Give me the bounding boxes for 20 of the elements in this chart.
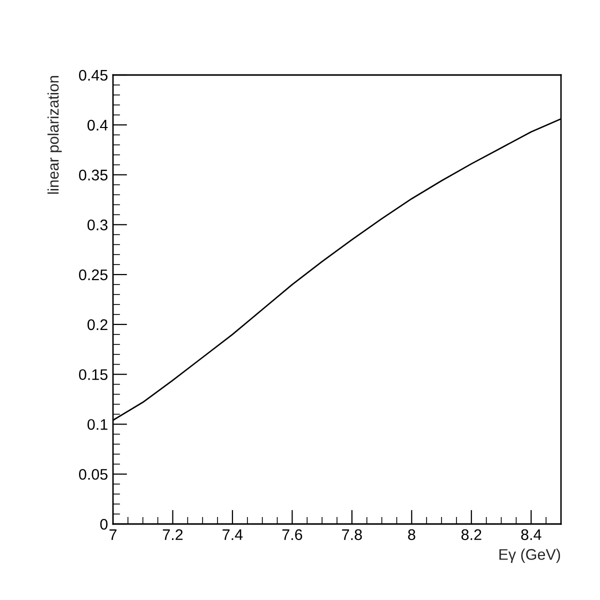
y-tick-label: 0.4 — [88, 120, 108, 131]
x-tick-label: 8.4 — [521, 529, 542, 540]
x-tick-label: 7.4 — [222, 529, 243, 540]
y-tick-label: 0.35 — [79, 170, 108, 180]
y-tick-label: 0.3 — [88, 220, 108, 230]
x-axis-title: Eγ (GeV) — [499, 548, 560, 563]
y-tick-label: 0 — [100, 518, 108, 530]
y-tick-label: 0.15 — [79, 369, 108, 380]
y-axis-title: linear polarization — [48, 76, 62, 194]
y-tick-label: 0.2 — [88, 319, 108, 330]
x-tick-label: 8 — [408, 529, 416, 540]
x-tick-label: 7.8 — [342, 529, 362, 540]
y-tick-label: 0.05 — [79, 468, 108, 480]
x-tick-label: 7.2 — [162, 529, 183, 540]
x-tick-label: 7 — [110, 529, 116, 540]
x-tick-label: 7.6 — [282, 529, 302, 540]
x-tick-label: 8.2 — [461, 529, 482, 540]
y-tick-label: 0.25 — [79, 269, 108, 280]
y-tick-label: 0.45 — [79, 70, 108, 81]
y-tick-label: 0.1 — [88, 419, 108, 430]
